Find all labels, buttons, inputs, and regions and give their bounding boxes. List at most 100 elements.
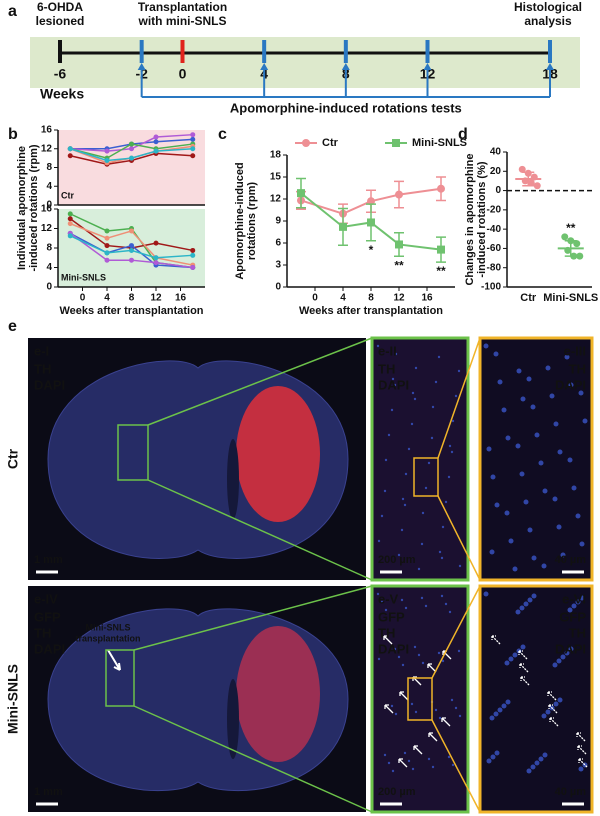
nucleus — [458, 714, 462, 718]
scale-label: 1 mm — [34, 786, 63, 798]
nucleus — [424, 604, 428, 608]
nucleus — [430, 436, 434, 440]
marker — [129, 243, 134, 249]
nucleus — [380, 514, 384, 518]
nucleus — [578, 766, 584, 772]
marker — [153, 240, 159, 246]
marker — [67, 221, 73, 227]
marker — [129, 141, 134, 147]
nucleus — [508, 656, 514, 662]
nucleus — [541, 563, 547, 569]
arrow — [384, 704, 394, 714]
nucleus — [447, 475, 451, 479]
nucleus — [420, 542, 424, 546]
timeline-band — [30, 37, 580, 88]
x-tick-label: 16 — [175, 293, 187, 304]
marker — [297, 189, 305, 198]
plot-background — [58, 130, 205, 205]
marker — [104, 257, 110, 263]
marker — [67, 153, 73, 159]
x-axis-label: Weeks after transplantation — [59, 305, 203, 317]
x-tick-label: 8 — [129, 293, 135, 304]
nucleus — [401, 663, 405, 667]
nucleus — [560, 552, 566, 558]
stain-label: DAPI — [34, 641, 65, 656]
nucleus — [403, 503, 407, 507]
nucleus — [414, 366, 418, 370]
nucleus — [578, 390, 584, 396]
nucleus — [530, 404, 536, 410]
nucleus — [531, 555, 537, 561]
nucleus — [567, 457, 573, 463]
nucleus — [497, 379, 503, 385]
arrow — [383, 635, 393, 645]
nucleus — [579, 595, 585, 601]
arrow — [578, 758, 588, 768]
timeline-axis-label: Weeks — [40, 86, 84, 102]
point — [527, 179, 535, 187]
x-tick-label: Mini-SNLS — [543, 292, 598, 304]
annotation-arrow — [107, 649, 121, 671]
x-tick-label: 0 — [312, 293, 318, 304]
nucleus — [538, 460, 544, 466]
nucleus — [494, 750, 500, 756]
marker — [190, 136, 196, 142]
legend-label: Mini-SNLS — [412, 137, 467, 149]
nucleus — [431, 765, 435, 769]
nucleus — [444, 500, 448, 504]
y-tick-label: 0 — [46, 282, 52, 293]
y-tick-label: 0 — [495, 185, 501, 196]
nucleus — [489, 549, 495, 555]
marker — [190, 252, 196, 258]
micrograph — [478, 336, 594, 582]
marker — [437, 245, 445, 254]
y-tick-label: 40 — [490, 147, 502, 158]
y-tick-label: 9 — [275, 216, 281, 227]
y-tick-label: -40 — [487, 224, 502, 235]
micrograph — [478, 584, 594, 814]
inset-box — [413, 457, 439, 497]
nucleus — [384, 458, 388, 462]
annotation: Mini-SNLS — [86, 622, 131, 632]
y-tick-label: 12 — [41, 223, 53, 234]
y-axis-label: Apomorphine-induced — [234, 162, 246, 279]
nucleus — [560, 654, 566, 660]
nucleus — [441, 659, 445, 663]
nucleus — [401, 497, 405, 501]
nucleus — [553, 421, 559, 427]
arrow-head — [260, 63, 269, 70]
stain-label: GFP — [559, 609, 586, 624]
nucleus — [440, 556, 444, 560]
marker — [129, 257, 134, 263]
nucleus — [387, 433, 391, 437]
nucleus — [545, 709, 551, 715]
nucleus — [407, 447, 411, 451]
nucleus — [393, 383, 397, 387]
nucleus — [494, 502, 500, 508]
y-tick-label: 4 — [46, 181, 52, 192]
nucleus — [391, 769, 395, 773]
nucleus — [568, 382, 574, 388]
row-label: Ctr — [5, 448, 21, 469]
marker — [104, 235, 110, 241]
sd-bar — [522, 171, 535, 187]
y-tick-label: -80 — [487, 262, 502, 273]
arrow — [520, 676, 530, 686]
stain-label: TH — [569, 625, 586, 640]
nucleus — [490, 474, 496, 480]
nucleus — [568, 646, 574, 652]
nucleus — [523, 601, 529, 607]
nucleus — [579, 541, 585, 547]
zoom-lines — [133, 585, 373, 813]
striatum — [236, 386, 320, 522]
significance: * — [369, 243, 374, 257]
striatum — [236, 626, 320, 762]
nucleus — [376, 592, 380, 596]
point — [561, 233, 569, 241]
nucleus — [549, 393, 555, 399]
nucleus — [424, 486, 428, 490]
scale-label: 1 mm — [34, 554, 63, 566]
nucleus — [451, 763, 455, 767]
nucleus — [516, 368, 522, 374]
